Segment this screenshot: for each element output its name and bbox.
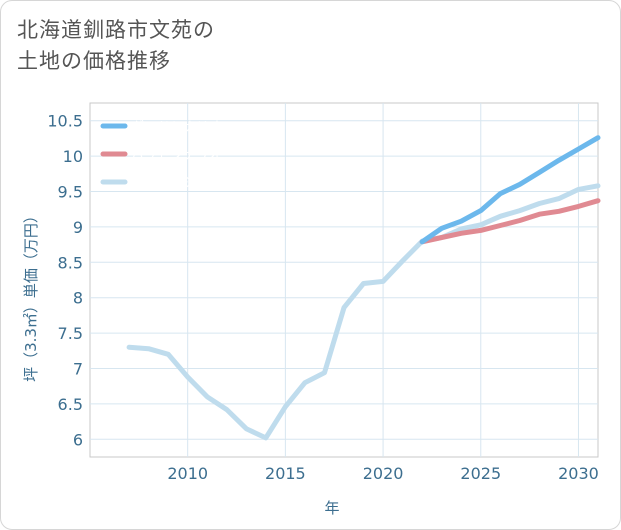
chart-title-line1: 北海道釧路市文苑の (17, 18, 215, 42)
plot-area (89, 102, 599, 458)
y-tick-label: 7 (73, 360, 83, 379)
x-tick-label: 2010 (167, 464, 208, 483)
x-axis-label: 年 (324, 499, 339, 517)
x-tick-label: 2020 (363, 464, 404, 483)
legend-label-2: ノーマルシナリオ (131, 176, 235, 191)
y-tick-label: 8.5 (58, 253, 83, 272)
y-tick-label: 10 (63, 147, 83, 166)
legend-label-0: グッドシナリオ (131, 120, 222, 135)
x-tick-label: 2030 (558, 464, 599, 483)
y-tick-label: 6.5 (58, 395, 83, 414)
chart-title: 北海道釧路市文苑の 土地の価格推移 (17, 15, 577, 77)
series-line-0 (419, 135, 601, 245)
legend-label-1: バッドシナリオ (131, 148, 222, 163)
series-lines (126, 135, 601, 441)
x-tick-label: 2025 (460, 464, 501, 483)
series-line-2 (126, 183, 601, 441)
series-line-1 (419, 198, 601, 245)
y-axis-ticks: 6 6.5 7 7.5 8 8.5 9 9.5 10 10.5 (47, 112, 83, 450)
chart-title-line2: 土地の価格推移 (17, 49, 171, 73)
y-tick-label: 9 (73, 218, 83, 237)
y-axis-label: 坪（3.3㎡）単価（万円） (22, 208, 40, 382)
x-axis-ticks: 2010 2015 2020 2025 2030 (167, 464, 598, 483)
y-tick-label: 7.5 (58, 324, 83, 343)
y-tick-label: 6 (73, 430, 83, 449)
x-tick-label: 2015 (265, 464, 306, 483)
grid-lines (90, 103, 598, 457)
y-tick-label: 10.5 (47, 112, 83, 131)
y-tick-label: 8 (73, 289, 83, 308)
y-tick-label: 9.5 (58, 183, 83, 202)
